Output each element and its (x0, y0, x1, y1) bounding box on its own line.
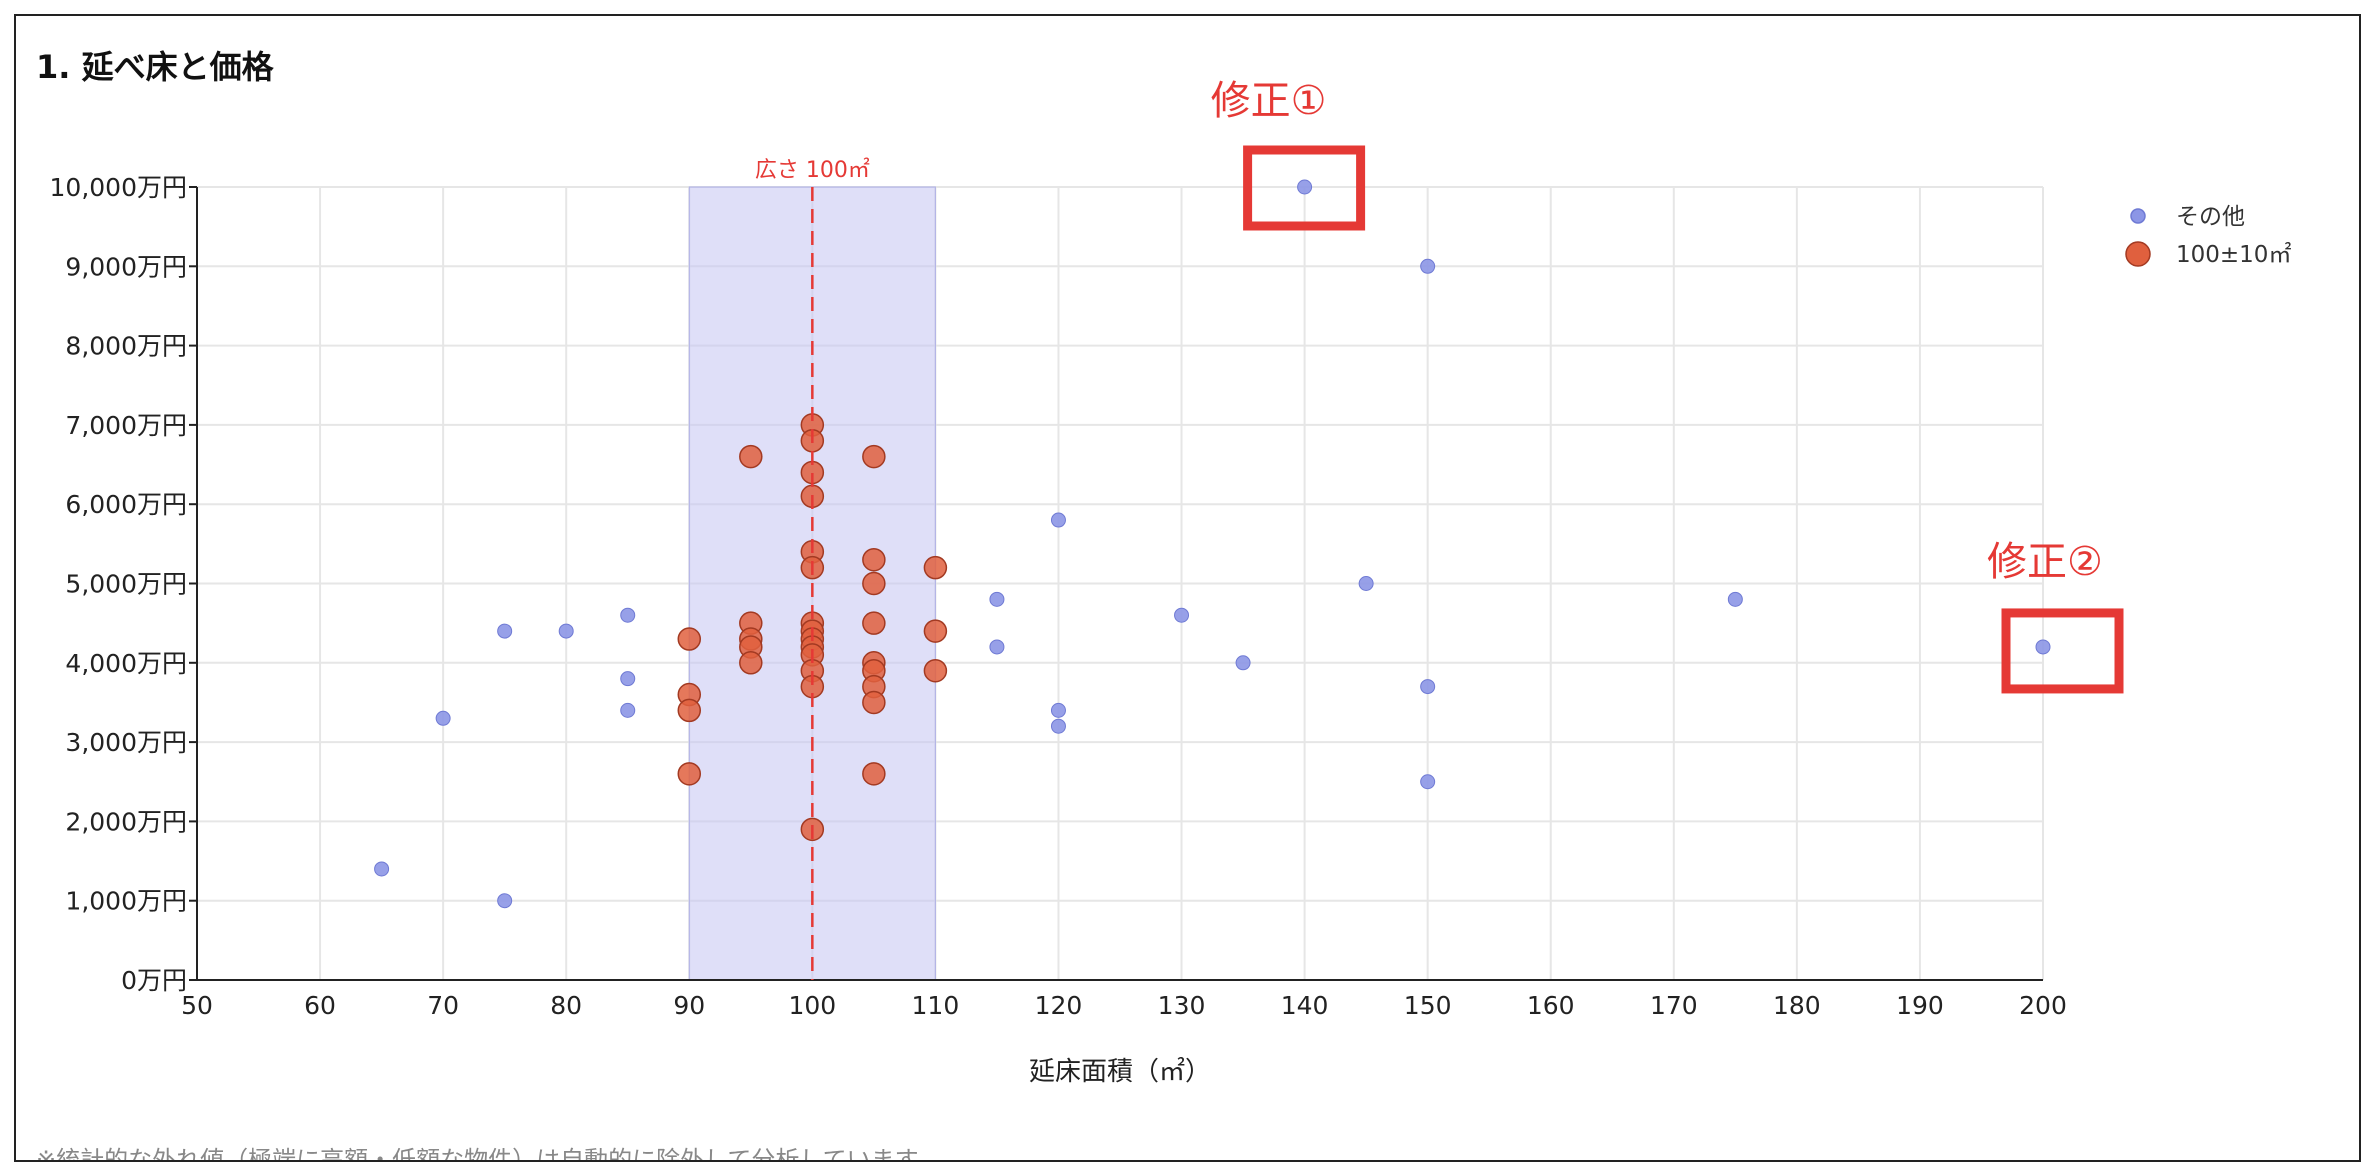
x-tick-label: 90 (673, 991, 705, 1020)
highlight-point (923, 658, 948, 683)
x-tick-label: 180 (1773, 991, 1821, 1020)
footnote: ※統計的な外れ値（極端に高額・低額な物件）は自動的に除外して分析しています (36, 1146, 919, 1162)
y-tick-label: 7,000万円 (65, 411, 187, 440)
annotation-box-2 (2001, 608, 2124, 694)
other-point (1420, 774, 1436, 790)
other-point (435, 710, 451, 726)
x-tick-label: 100 (788, 991, 836, 1020)
x-tick-label: 80 (550, 991, 582, 1020)
y-tick-label: 0万円 (121, 966, 187, 995)
highlight-point (677, 698, 702, 723)
other-point (2035, 639, 2051, 655)
panel-title: 1. 延べ床と価格 (36, 48, 274, 86)
y-tick-label: 2,000万円 (65, 807, 187, 836)
x-tick-label: 170 (1650, 991, 1698, 1020)
other-point (1050, 512, 1066, 528)
highlight-point (862, 762, 886, 786)
x-tick-label: 150 (1404, 991, 1452, 1020)
other-point (1050, 718, 1066, 734)
x-tick-label: 130 (1158, 991, 1206, 1020)
y-tick-label: 8,000万円 (65, 332, 187, 361)
x-tick-label: 70 (427, 991, 459, 1020)
highlight-point (862, 571, 886, 596)
x-tick-label: 120 (1035, 991, 1083, 1020)
y-tick-label: 1,000万円 (65, 887, 187, 916)
other-point (1174, 607, 1190, 623)
other-point (989, 639, 1005, 655)
legend-marker (2125, 241, 2151, 267)
highlight-point (862, 547, 886, 572)
y-tick-label: 6,000万円 (65, 490, 187, 519)
highlight-point (862, 611, 886, 635)
x-tick-label: 110 (912, 991, 960, 1020)
y-tick-label: 3,000万円 (65, 728, 187, 757)
legend-label: その他 (2176, 204, 2245, 230)
y-tick-label: 5,000万円 (65, 570, 187, 599)
legend-label: 100±10㎡ (2176, 242, 2291, 268)
other-point (1358, 576, 1374, 591)
other-point (497, 893, 513, 909)
y-tick-label: 4,000万円 (65, 649, 187, 678)
highlight-point (677, 627, 702, 651)
highlight-point (739, 444, 763, 469)
other-point (989, 591, 1005, 607)
x-axis-title: 延床面積（㎡） (1029, 1057, 1211, 1087)
other-point (1050, 702, 1066, 718)
highlight-point (923, 619, 948, 643)
annotation-box-1 (1243, 145, 1366, 231)
other-point (497, 623, 513, 639)
highlight-point (862, 690, 886, 715)
other-point (620, 702, 636, 718)
other-point (374, 861, 390, 877)
highlight-point (739, 651, 763, 675)
highlight-point (923, 555, 948, 580)
y-tick-label: 9,000万円 (65, 252, 187, 281)
x-tick-label: 60 (304, 991, 336, 1020)
chart-panel: 1. 延べ床と価格 50 60 70 80 90 100 110 120 130 140 150 16… (14, 14, 2361, 1162)
scatter-chart: 50 60 70 80 90 100 110 120 130 140 150 160 170 180 190… (50, 78, 2292, 1087)
highlight-point (862, 444, 886, 469)
annotation-label-1: 修正① (1211, 78, 1327, 124)
other-point (1235, 655, 1251, 671)
other-point (620, 607, 636, 623)
annotation-label-2: 修正② (1987, 539, 2103, 585)
highlight-point (677, 762, 702, 786)
other-point (1727, 591, 1743, 607)
x-tick-label: 140 (1281, 991, 1329, 1020)
other-point (1420, 679, 1436, 695)
other-point (620, 671, 636, 687)
reference-line-label: 広さ 100㎡ (755, 157, 870, 183)
x-tick-label: 200 (2019, 991, 2067, 1020)
other-point (1297, 179, 1313, 195)
other-point (1420, 258, 1436, 274)
x-tick-label: 190 (1896, 991, 1944, 1020)
y-tick-label: 10,000万円 (50, 173, 187, 202)
x-tick-label: 160 (1527, 991, 1575, 1020)
legend-marker (2130, 208, 2146, 224)
other-point (558, 623, 574, 639)
x-tick-label: 50 (181, 991, 213, 1020)
